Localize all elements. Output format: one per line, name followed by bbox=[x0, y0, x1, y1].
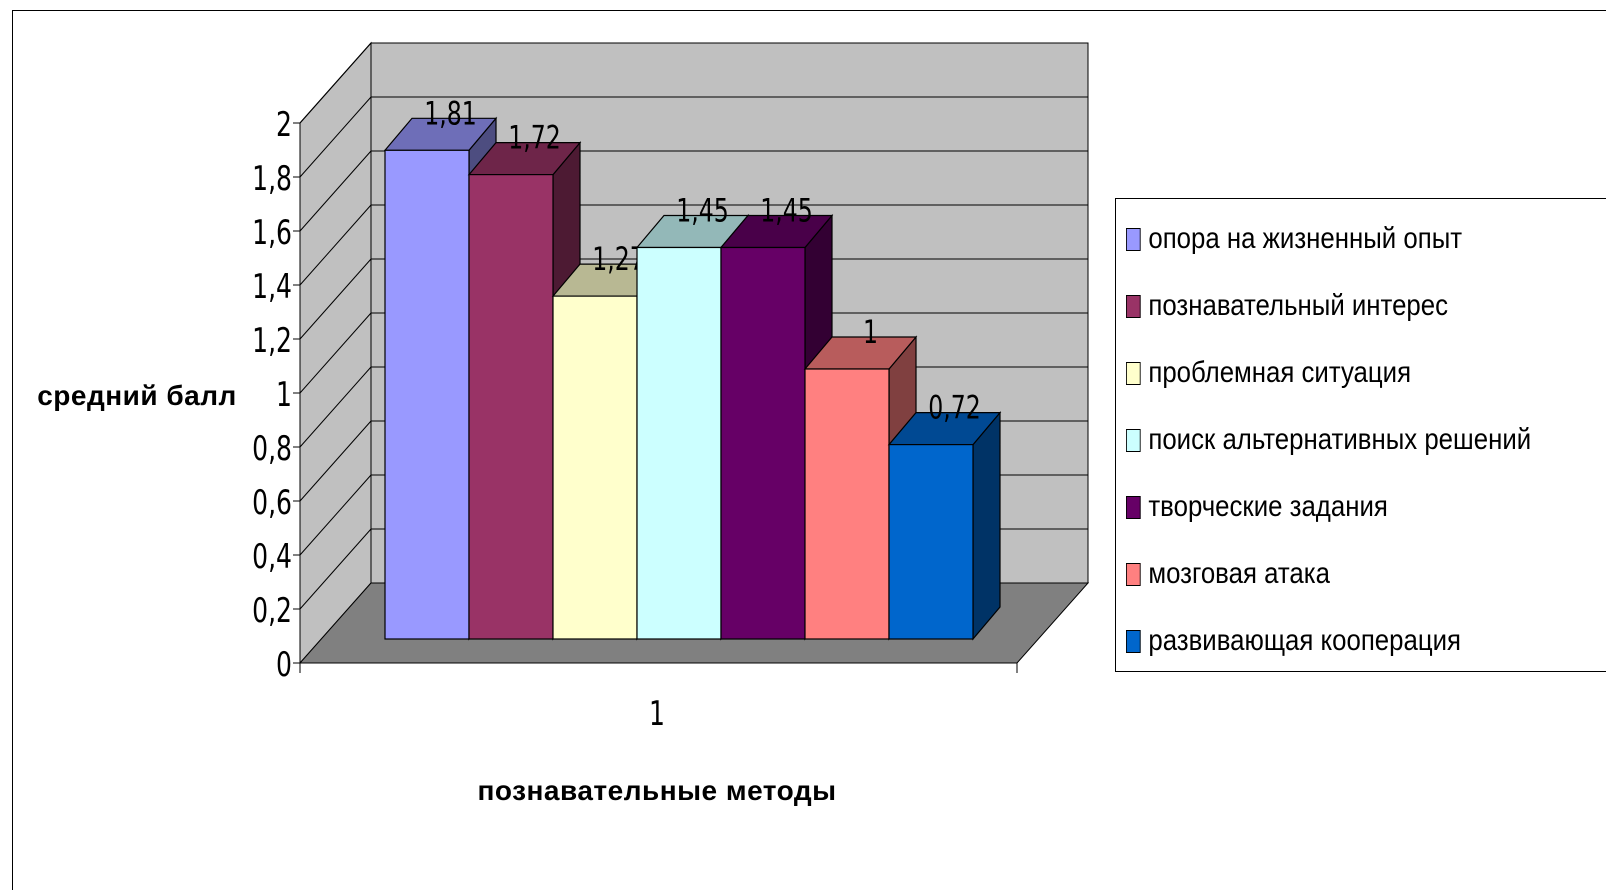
y-axis-title: средний балл bbox=[37, 380, 237, 411]
legend-label: опора на жизненный опыт bbox=[1148, 222, 1463, 255]
gridline-side bbox=[299, 528, 372, 610]
chart-legend: опора на жизненный опыт познавательный ин… bbox=[1115, 198, 1606, 672]
gridline-side bbox=[299, 366, 372, 448]
legend-swatch bbox=[1126, 562, 1141, 586]
gridline-side bbox=[299, 204, 372, 286]
legend-swatch bbox=[1126, 495, 1141, 519]
y-tick-label: 1,4 bbox=[252, 267, 292, 306]
bar-7 bbox=[887, 410, 1002, 641]
legend-swatch bbox=[1126, 428, 1141, 452]
data-label: 1 bbox=[863, 313, 878, 350]
y-tick-label: 1 bbox=[276, 375, 292, 414]
y-tick-label: 1,6 bbox=[252, 213, 292, 252]
data-label: 1,72 bbox=[508, 119, 561, 156]
x-category-label: 1 bbox=[649, 694, 665, 733]
data-label: 0,72 bbox=[928, 389, 981, 426]
gridline-side bbox=[299, 96, 372, 178]
bar-front bbox=[636, 246, 722, 640]
y-tick-label: 1,2 bbox=[252, 321, 292, 360]
legend-label: проблемная ситуация bbox=[1148, 356, 1412, 389]
y-tick-label: 1,8 bbox=[252, 159, 292, 198]
y-tick-label: 0,8 bbox=[252, 429, 292, 468]
bar-front bbox=[384, 149, 470, 640]
legend-item: творческие задания bbox=[1126, 487, 1388, 527]
y-tick-label: 0,2 bbox=[252, 591, 292, 630]
legend-swatch bbox=[1126, 629, 1141, 653]
y-tick-label: 0,6 bbox=[252, 483, 292, 522]
gridline-side bbox=[299, 42, 372, 124]
legend-item: проблемная ситуация bbox=[1126, 353, 1411, 393]
y-tick-label: 2 bbox=[276, 105, 292, 144]
legend-item: мозговая атака bbox=[1126, 554, 1330, 594]
bar-front bbox=[552, 295, 638, 640]
bar-front bbox=[888, 444, 974, 640]
x-axis-title: познавательные методы bbox=[477, 775, 836, 806]
legend-label: творческие задания bbox=[1148, 490, 1388, 523]
legend-label: познавательный интерес bbox=[1148, 289, 1449, 322]
legend-item: познавательный интерес bbox=[1126, 286, 1448, 326]
gridline-side bbox=[299, 150, 372, 232]
data-label: 1,81 bbox=[424, 95, 477, 132]
legend-label: развивающая кооперация bbox=[1148, 624, 1461, 657]
data-label: 1,45 bbox=[676, 192, 729, 229]
legend-item: поиск альтернативных решений bbox=[1126, 420, 1531, 460]
gridline-side bbox=[299, 258, 372, 340]
bar-front bbox=[468, 174, 554, 640]
gridline-side bbox=[299, 312, 372, 394]
legend-label: поиск альтернативных решений bbox=[1148, 423, 1532, 456]
legend-swatch bbox=[1126, 227, 1141, 251]
bar-side bbox=[972, 410, 1001, 641]
data-label: 1,45 bbox=[760, 192, 813, 229]
data-label: 1,27 bbox=[592, 241, 645, 278]
chart-frame bbox=[12, 10, 1606, 890]
legend-swatch bbox=[1126, 361, 1141, 385]
y-tick-label: 0,4 bbox=[252, 537, 292, 576]
gridline-side bbox=[299, 420, 372, 502]
bar-front bbox=[804, 368, 890, 640]
bar-front bbox=[720, 246, 806, 640]
legend-item: опора на жизненный опыт bbox=[1126, 219, 1462, 259]
legend-item: развивающая кооперация bbox=[1126, 621, 1461, 661]
gridline-side bbox=[299, 474, 372, 556]
legend-label: мозговая атака bbox=[1148, 557, 1330, 590]
y-tick-label: 0 bbox=[276, 645, 292, 684]
legend-swatch bbox=[1126, 294, 1141, 318]
